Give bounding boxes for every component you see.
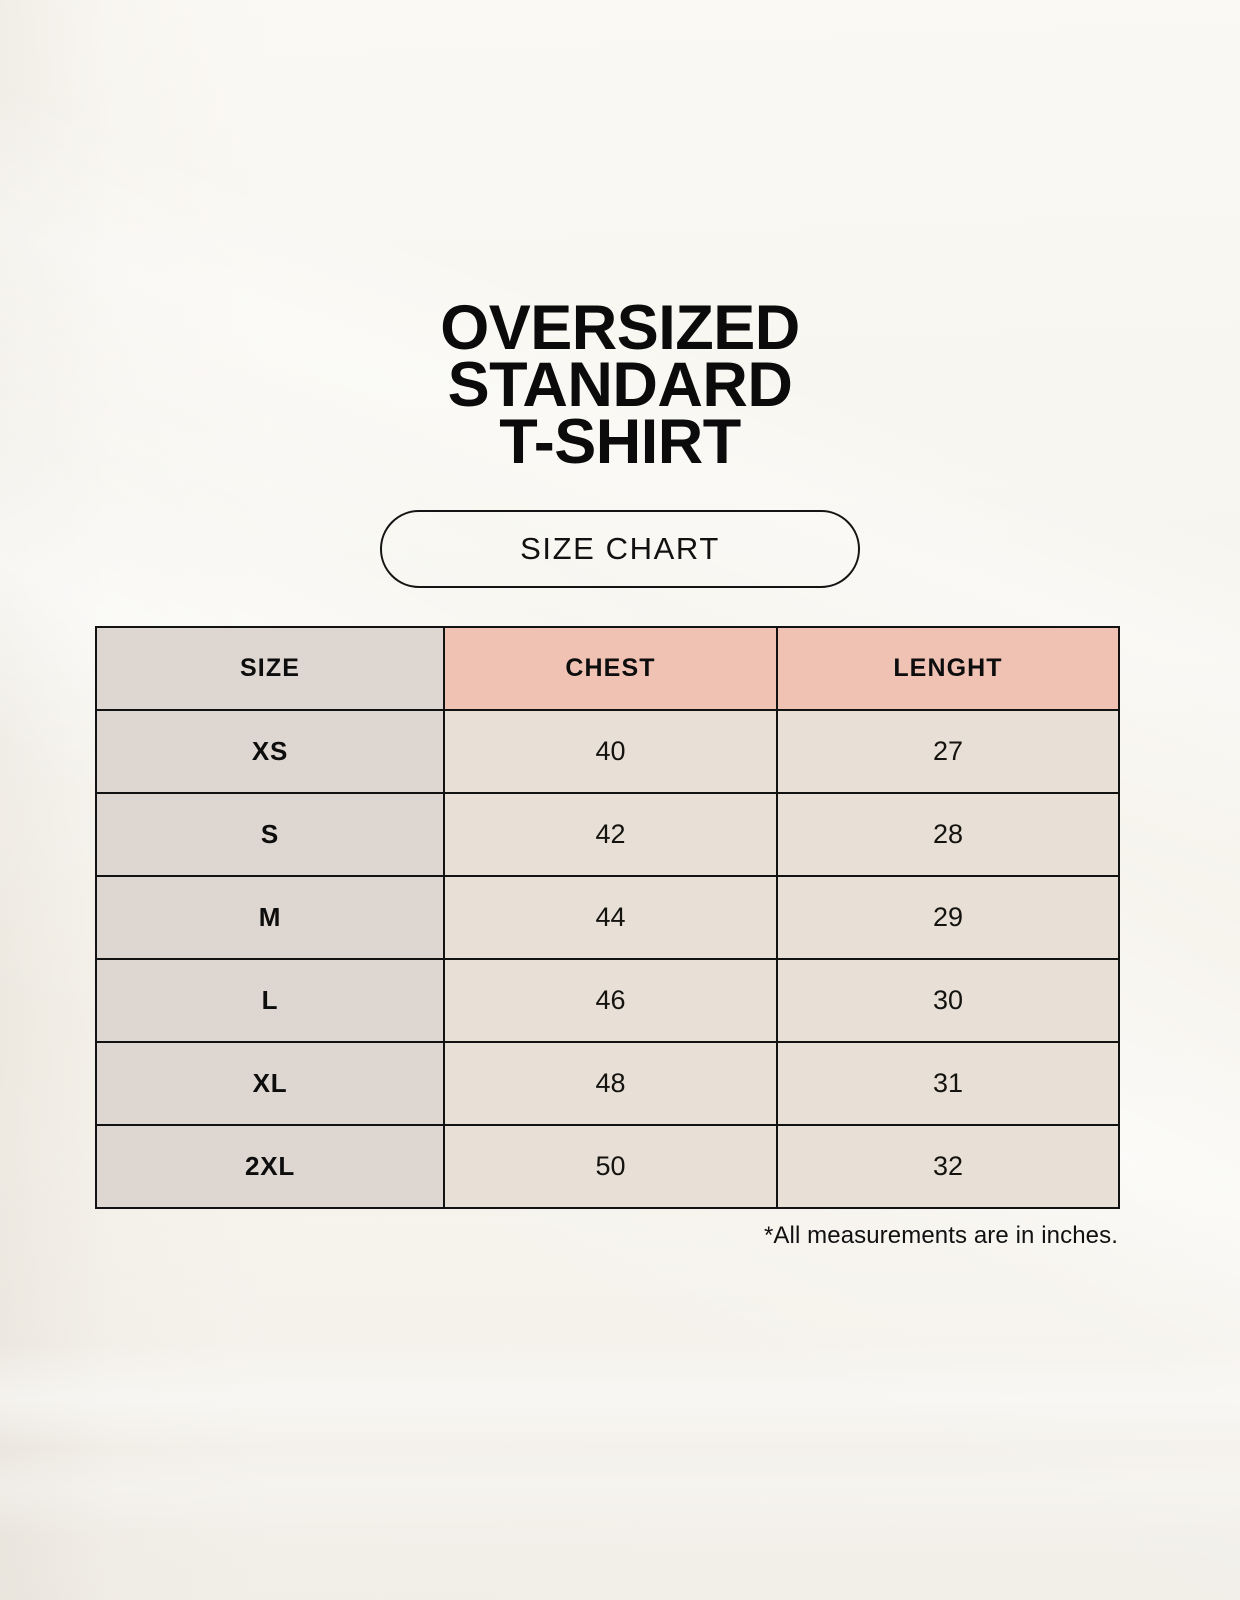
- cell-chest: 50: [443, 1124, 778, 1209]
- page-title: OVERSIZED STANDARD T-SHIRT: [440, 293, 800, 478]
- size-chart-badge: SIZE CHART: [380, 510, 860, 588]
- column-header-size: SIZE: [95, 626, 445, 711]
- cell-chest: 40: [443, 709, 778, 794]
- cell-chest: 48: [443, 1041, 778, 1126]
- table-row: S 42 28: [95, 792, 1120, 877]
- column-header-length: LENGHT: [776, 626, 1120, 711]
- cell-length: 32: [776, 1124, 1120, 1209]
- cell-size: XL: [95, 1041, 445, 1126]
- measurement-units-footnote: *All measurements are in inches.: [763, 1222, 1118, 1249]
- table-row: M 44 29: [95, 875, 1120, 960]
- table-row: L 46 30: [95, 958, 1120, 1043]
- cell-length: 29: [776, 875, 1120, 960]
- cell-size: 2XL: [95, 1124, 445, 1209]
- cell-chest: 44: [443, 875, 778, 960]
- cell-size: XS: [95, 709, 445, 794]
- cell-chest: 46: [443, 958, 778, 1043]
- size-chart-badge-label: SIZE CHART: [520, 531, 720, 566]
- table-row: XS 40 27: [95, 709, 1120, 794]
- table-row: 2XL 50 32: [95, 1124, 1120, 1209]
- cell-length: 28: [776, 792, 1120, 877]
- column-header-chest: CHEST: [443, 626, 778, 711]
- table-header-row: SIZE CHEST LENGHT: [95, 626, 1120, 711]
- cell-chest: 42: [443, 792, 778, 877]
- cell-length: 31: [776, 1041, 1120, 1126]
- cell-size: S: [95, 792, 445, 877]
- cell-size: M: [95, 875, 445, 960]
- cell-length: 27: [776, 709, 1120, 794]
- cell-length: 30: [776, 958, 1120, 1043]
- size-chart-table: SIZE CHEST LENGHT XS 40 27 S 42 28 M 44 …: [95, 626, 1120, 1209]
- table-row: XL 48 31: [95, 1041, 1120, 1126]
- cell-size: L: [95, 958, 445, 1043]
